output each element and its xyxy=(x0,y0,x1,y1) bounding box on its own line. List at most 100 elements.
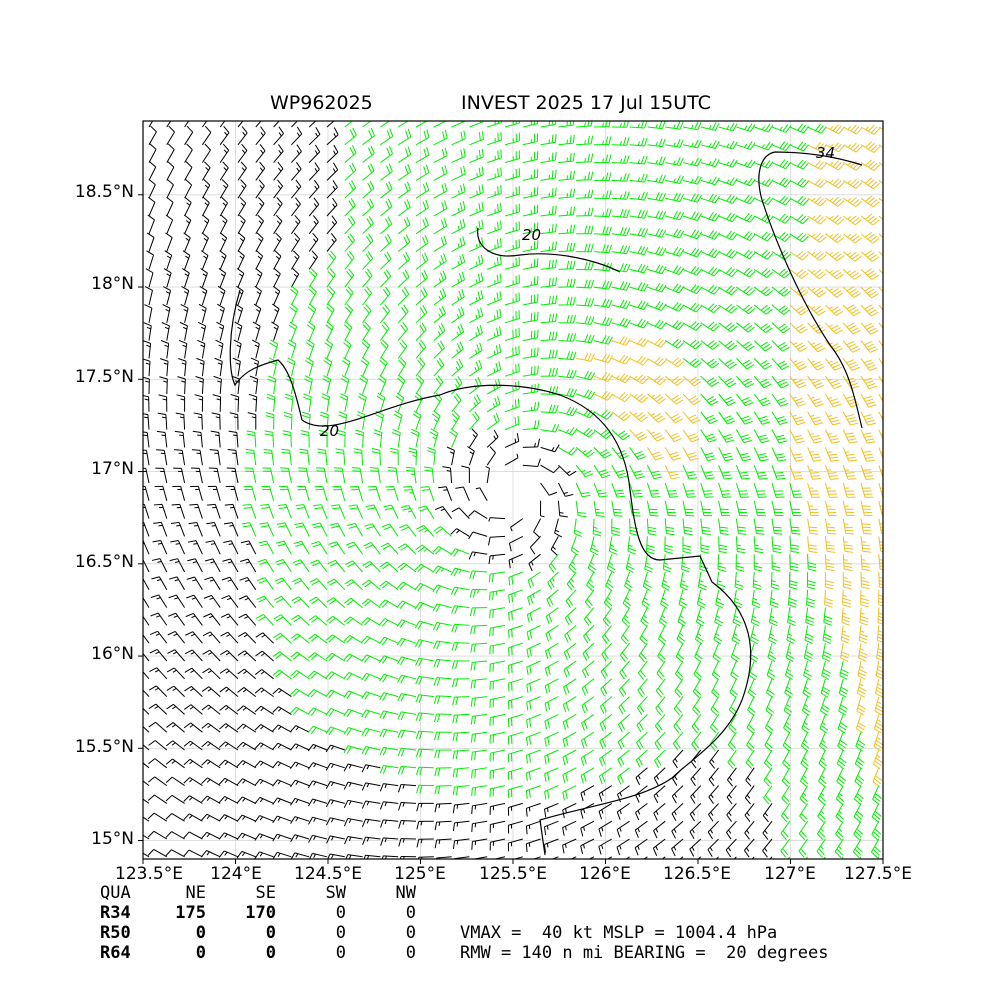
wind-barb xyxy=(771,518,783,535)
wind-barb xyxy=(736,267,756,278)
wind-barb xyxy=(321,393,331,412)
wind-barb xyxy=(736,159,756,169)
wind-barb xyxy=(637,678,648,698)
wind-barb xyxy=(818,767,827,787)
wind-barb xyxy=(780,838,791,858)
wind-barb xyxy=(620,625,631,645)
wind-barb xyxy=(277,504,292,519)
wind-barb xyxy=(825,214,845,225)
wind-barb xyxy=(747,696,756,716)
wind-barb xyxy=(166,685,185,697)
wind-barb xyxy=(629,300,649,311)
wind-barb xyxy=(842,197,863,208)
wind-barb xyxy=(664,429,682,443)
wind-barb xyxy=(469,121,484,128)
wind-barb xyxy=(769,589,779,609)
wind-barb xyxy=(219,741,239,751)
wind-barb xyxy=(453,856,470,859)
wind-barb xyxy=(731,625,741,645)
wind-barb xyxy=(198,303,207,323)
wind-barb xyxy=(504,363,520,377)
wind-barb xyxy=(489,642,506,655)
wind-barb xyxy=(415,217,429,235)
wind-barb xyxy=(818,749,828,770)
wind-barb xyxy=(165,232,173,252)
wind-barb xyxy=(294,522,310,537)
wind-barb xyxy=(525,785,541,799)
wind-barb xyxy=(771,411,788,426)
wind-barb xyxy=(871,803,882,823)
wind-barb xyxy=(203,594,221,608)
wind-barb xyxy=(824,571,834,590)
wind-barb xyxy=(789,159,809,170)
wind-barb xyxy=(469,342,483,359)
wind-barb xyxy=(309,578,328,591)
wind-barb xyxy=(824,482,838,498)
wind-barb xyxy=(824,518,837,535)
wind-barb xyxy=(576,207,594,217)
wind-barb xyxy=(191,467,203,484)
wind-barb xyxy=(272,797,292,805)
wind-barb xyxy=(452,749,470,760)
wind-barb xyxy=(860,536,872,553)
wind-barb xyxy=(840,625,850,644)
lat-label: 15.5°N xyxy=(74,737,134,757)
wind-barb xyxy=(469,607,488,617)
wind-barb xyxy=(380,251,392,270)
wind-barb xyxy=(629,245,649,256)
wind-barb xyxy=(158,394,168,412)
wind-barb xyxy=(729,678,738,698)
wind-barb xyxy=(674,660,684,681)
wind-barb xyxy=(522,347,539,359)
wind-barb xyxy=(838,696,848,716)
wind-barb xyxy=(576,171,594,181)
wind-barb xyxy=(326,233,337,252)
wind-barb xyxy=(291,614,310,626)
wind-barb xyxy=(232,357,241,377)
wind-barb xyxy=(576,153,594,164)
wind-barb xyxy=(380,121,391,128)
wind-barb xyxy=(576,225,594,235)
wind-barb xyxy=(657,625,667,645)
wind-barb xyxy=(451,183,466,199)
wind-barb xyxy=(290,214,301,235)
wind-barb xyxy=(640,607,649,627)
wind-barb xyxy=(854,749,865,770)
wind-barb xyxy=(146,232,155,252)
wind-barb xyxy=(771,141,792,152)
wind-barb xyxy=(219,121,226,128)
wind-barb xyxy=(204,576,221,591)
lon-label: 127°E xyxy=(764,864,816,884)
wind-barb xyxy=(194,394,204,412)
wind-barb xyxy=(434,802,452,813)
wind-barb xyxy=(540,331,558,342)
wind-barb xyxy=(878,197,883,202)
wind-barb xyxy=(376,392,386,412)
wind-barb xyxy=(451,605,470,615)
r34-se: 170 xyxy=(245,903,276,923)
wind-barb xyxy=(568,553,577,574)
wind-barb xyxy=(766,660,776,681)
wind-barb xyxy=(222,558,239,573)
wind-barb xyxy=(308,834,328,843)
wind-barb xyxy=(143,707,150,715)
wind-barb xyxy=(802,678,812,698)
wind-barb xyxy=(435,856,452,859)
wind-barb xyxy=(361,727,381,737)
wind-barb xyxy=(343,799,363,808)
wind-barb xyxy=(504,345,520,359)
wind-barb xyxy=(718,340,738,351)
wind-barb xyxy=(601,625,613,644)
wind-barb xyxy=(471,767,488,779)
wind-barb xyxy=(565,589,577,608)
wind-barb xyxy=(451,289,465,306)
wind-barb xyxy=(263,448,275,466)
wind-barb xyxy=(434,767,452,777)
wind-barb xyxy=(415,694,434,703)
wind-barb xyxy=(452,696,470,706)
wind-barb xyxy=(471,749,488,761)
wind-barb xyxy=(240,558,257,573)
wind-barb xyxy=(860,358,878,372)
wind-barb xyxy=(201,179,211,199)
wind-barb xyxy=(711,660,721,681)
